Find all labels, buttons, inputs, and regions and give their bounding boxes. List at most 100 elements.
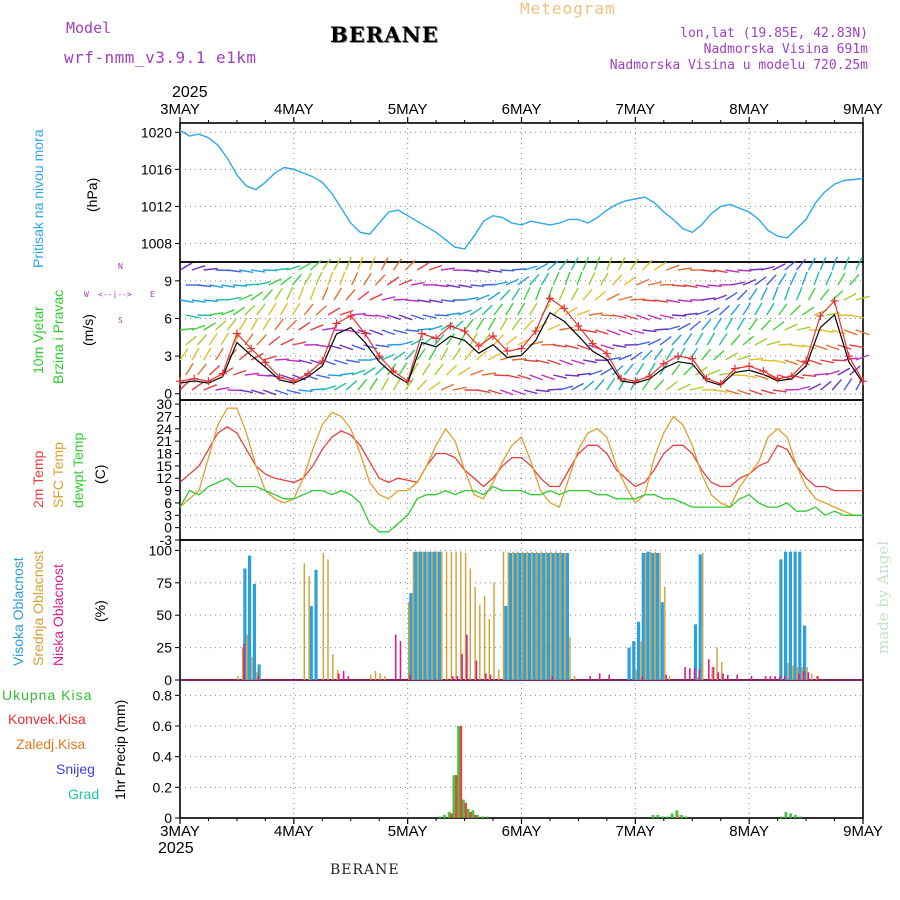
cloud-bar-high_cloud [527,553,532,680]
wind-arrow-icon [843,329,858,336]
footer-title: BERANE [330,862,400,878]
wind-arrow-icon [796,359,811,366]
wind-arrow-icon [185,335,197,346]
compass-s: S [118,316,123,325]
wind-arrow-icon [298,389,313,393]
wind-arrow-icon [641,259,653,271]
wind-arrow-icon [387,343,402,346]
wind-arrow-icon [754,302,763,316]
wind-arrow-icon [831,290,844,301]
wind-arrow-icon [398,340,413,346]
pressure-y-tick-label: 1012 [141,198,172,214]
wind-arrow-icon [825,344,840,351]
wind-arrow-icon [523,389,538,395]
wind-arrow-icon [380,377,390,391]
wind-arrow-icon [659,314,674,319]
precip-bar-rain_total [684,816,688,818]
temp-y-tick-label: -3 [160,532,173,548]
wind-arrow-icon [428,381,441,391]
wind-arrow-icon [333,287,342,301]
precip-y-tick-label: 0.4 [153,749,173,765]
precip-bar-rain_total [462,799,465,818]
wind-arrow-icon [571,359,585,365]
wind-speed-marker [432,334,441,343]
wind-arrow-icon [398,362,408,376]
wind-speed-marker [617,374,626,383]
cloud-bar-low_cloud [693,668,696,680]
wind-arrow-icon [369,377,378,391]
wind-arrow-icon [458,284,473,288]
cloud-bar-mid_cloud [327,559,329,680]
cloud-bar-mid_cloud [246,634,249,680]
cloud-bar-high_cloud [433,551,437,680]
wind-arrow-icon [718,304,731,316]
wind-arrow-icon [558,286,566,301]
wind-arrow-icon [623,363,634,376]
wind-arrow-icon [600,367,614,376]
wind-arrow-icon [725,291,738,301]
wind-arrow-icon [191,381,204,391]
wind-arrow-icon [772,359,787,364]
wind-y-tick-label: 9 [164,273,172,289]
wind-speed-marker [403,377,412,386]
wind-arrow-icon [487,317,496,331]
cloud-bar-high_cloud [508,553,513,680]
wind-arrow-icon [778,343,793,346]
cloud-bar-mid_cloud [493,582,495,680]
wind-arrow-icon [760,389,775,395]
cloud-bar-mid_cloud [796,667,799,680]
wind-arrow-icon [807,257,817,271]
wind-speed-marker [631,377,640,386]
wind-arrow-icon [511,268,527,271]
wind-arrow-icon [659,362,668,376]
cloud-bar-low_cloud [485,673,487,680]
wind-arrow-icon [641,349,653,361]
temp-series-tsfc [179,407,863,516]
wind-arrow-icon [725,352,738,361]
precip-bar-rain_total [784,811,788,818]
precip-bar-rain_total [457,726,460,818]
wind-arrow-icon [789,272,797,286]
wind-arrow-icon [677,267,693,271]
wind-arrow-icon [374,364,387,376]
wind-speed-marker [503,347,512,356]
wind-arrow-icon [636,278,650,286]
wind-arrow-icon [754,374,769,380]
wind-arrow-icon [280,338,294,346]
cloud-bar-high_cloud [257,664,261,680]
wind-arrow-icon [707,307,720,316]
cloud-bar-mid_cloud [436,551,438,680]
wind-arrow-icon [713,294,727,301]
wind-arrow-icon [541,374,555,381]
wind-arrow-icon [600,344,615,350]
precip-bar-rain_total [476,814,479,818]
wind-arrow-icon [742,278,757,286]
wind-arrow-icon [630,329,645,335]
wind-arrow-icon [327,374,343,377]
wind-arrow-icon [440,347,449,361]
cloud-bar-mid_cloud [464,553,467,680]
top-date-tick-label: 9MAY [843,101,883,118]
wind-arrow-icon [286,265,301,271]
wind-arrow-icon [606,356,621,361]
wind-arrow-icon [398,314,413,321]
wind-y-tick-label: 3 [164,348,172,364]
wind-arrow-icon [606,293,620,301]
wind-arrow-icon [718,333,728,346]
wind-arrow-icon [576,309,591,316]
wind-arrow-icon [594,256,601,271]
wind-arrow-icon [784,260,797,271]
wind-arrow-icon [375,314,390,319]
wind-arrow-icon [511,358,527,361]
cloud-bar-low_cloud [409,674,411,680]
wind-speed-marker [816,311,825,320]
wind-speed-marker [659,359,668,368]
wind-speed-marker [389,367,398,376]
wind-arrow-icon [298,359,313,365]
wind-arrow-icon [535,389,550,393]
cloud-bar-low_cloud [783,676,786,680]
wind-arrow-icon [760,287,768,301]
wind-arrow-icon [778,272,787,286]
wind-arrow-icon [233,284,248,287]
